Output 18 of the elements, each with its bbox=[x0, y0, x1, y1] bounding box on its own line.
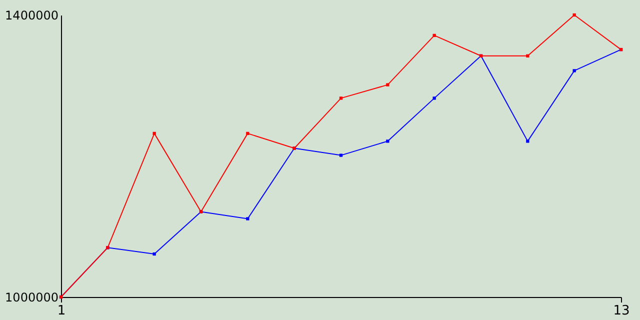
point bbox=[339, 154, 343, 157]
y-tick-label: 1000000 bbox=[5, 290, 58, 304]
point bbox=[339, 96, 343, 100]
point bbox=[246, 132, 250, 136]
point bbox=[432, 34, 436, 38]
point bbox=[526, 54, 530, 58]
point bbox=[152, 252, 156, 256]
x-tick-label: 13 bbox=[613, 304, 630, 318]
point bbox=[386, 83, 390, 86]
point bbox=[432, 96, 436, 100]
y-tick-label: 1400000 bbox=[5, 8, 58, 22]
point bbox=[572, 69, 576, 72]
point bbox=[246, 217, 250, 220]
point bbox=[386, 140, 390, 143]
point bbox=[572, 13, 576, 17]
point bbox=[526, 140, 530, 143]
point bbox=[152, 132, 156, 136]
x-tick-label: 1 bbox=[57, 304, 66, 318]
